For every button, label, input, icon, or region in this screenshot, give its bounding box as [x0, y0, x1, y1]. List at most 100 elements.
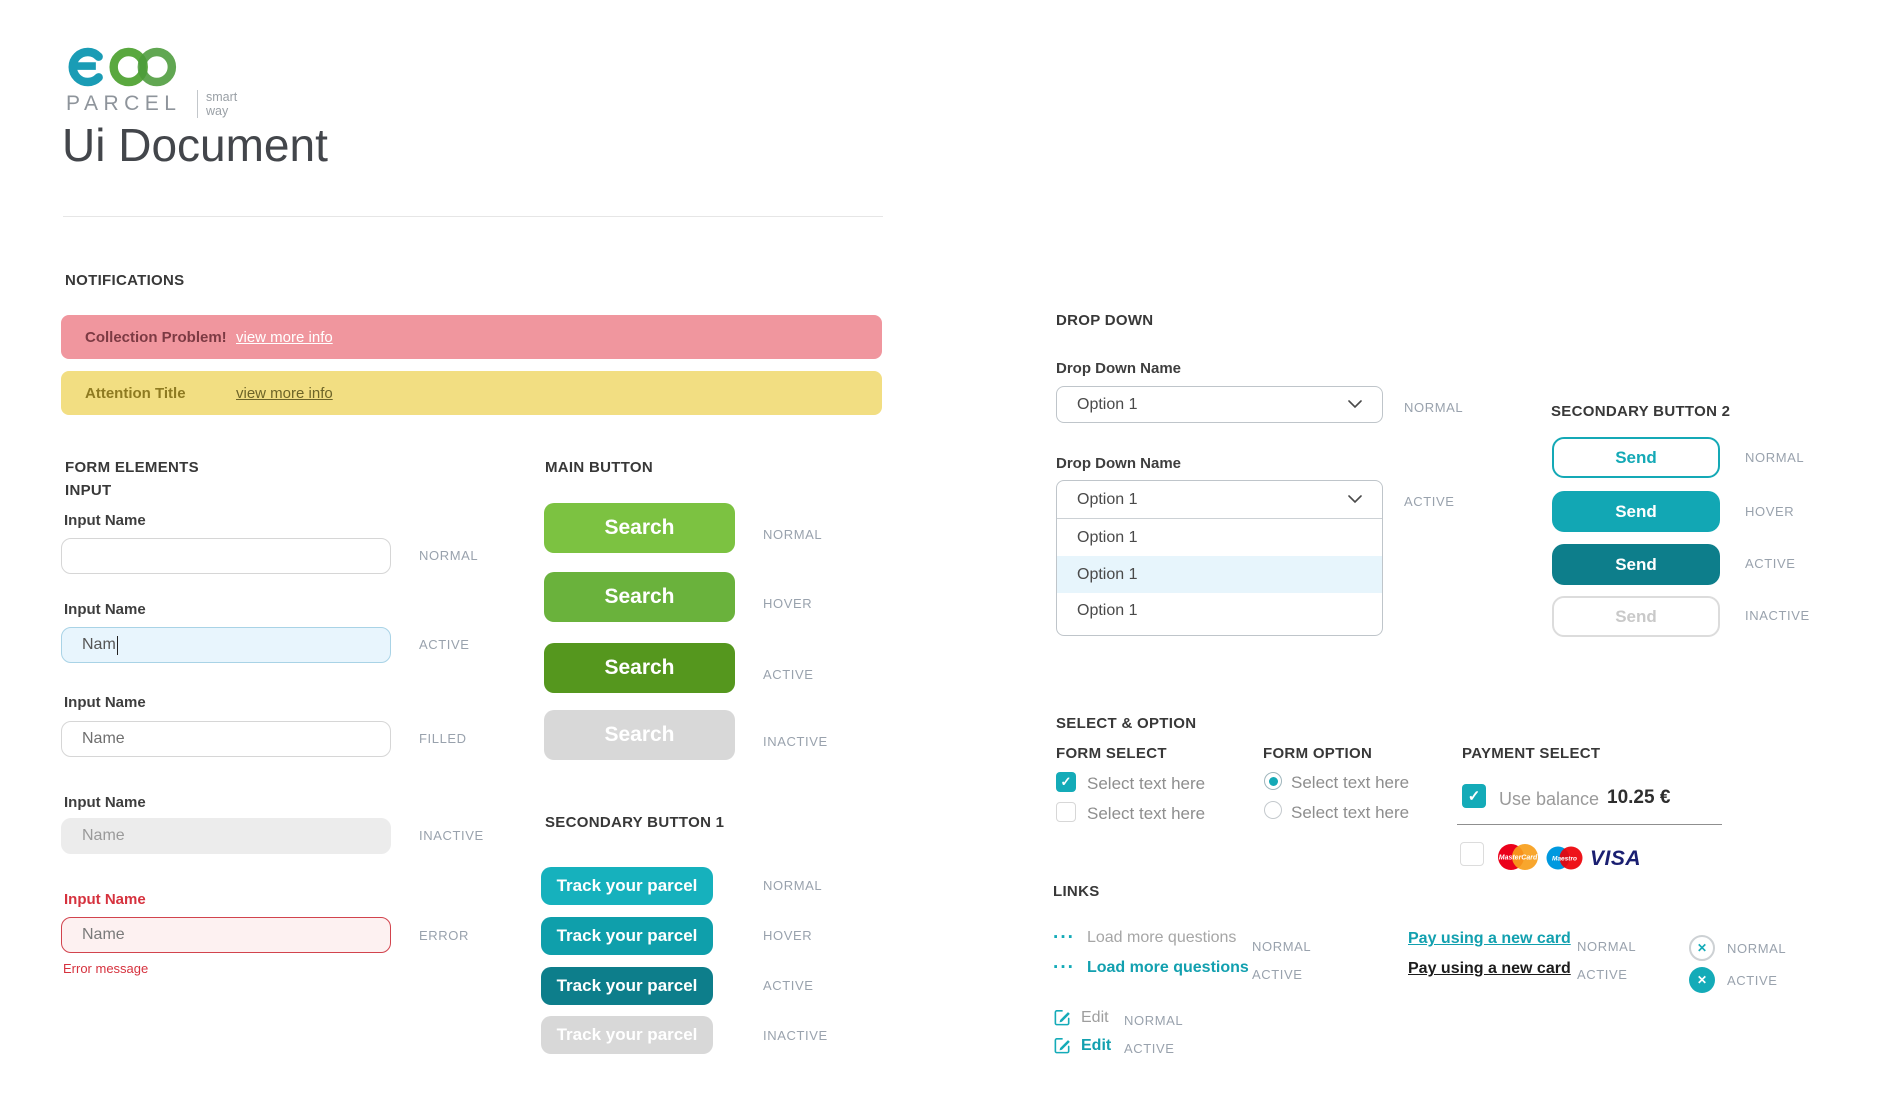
balance-amount: 10.25 €	[1607, 787, 1671, 808]
search-button-normal[interactable]: Search	[544, 503, 735, 553]
notifications-heading: NOTIFICATIONS	[65, 272, 185, 289]
logo-tagline-top: smart	[206, 90, 238, 104]
search-state-active: ACTIVE	[763, 667, 814, 682]
input-heading: INPUT	[65, 482, 112, 499]
input-active[interactable]: Nam	[61, 627, 391, 663]
search-button-active[interactable]: Search	[544, 643, 735, 693]
input-label-normal: Input Name	[64, 512, 146, 529]
form-select-heading: FORM SELECT	[1056, 745, 1167, 762]
drop-down-label-normal: Drop Down Name	[1056, 360, 1182, 377]
track-state-active: ACTIVE	[763, 978, 814, 993]
alert-error-link[interactable]: view more info	[236, 328, 333, 346]
drop-down-option-1[interactable]: Option 1	[1077, 528, 1138, 546]
load-more-link-active[interactable]: ··· Load more questions	[1053, 957, 1249, 978]
close-icon[interactable]: ✕	[1689, 935, 1715, 961]
edit-pencil-icon	[1054, 1010, 1070, 1026]
use-balance-checkbox[interactable]: ✓	[1462, 784, 1486, 808]
input-state-inactive: INACTIVE	[419, 828, 484, 843]
checkbox-checked[interactable]: ✓	[1056, 772, 1076, 792]
alert-error: Collection Problem! view more info	[61, 315, 882, 359]
input-active-value: Nam	[82, 636, 116, 653]
input-label-error: Input Name	[64, 891, 146, 908]
card-payment-checkbox[interactable]	[1460, 842, 1484, 866]
drop-down-heading: DROP DOWN	[1056, 312, 1154, 329]
alert-warning-link[interactable]: view more info	[236, 384, 333, 402]
load-more-label: Load more questions	[1086, 959, 1249, 976]
track-state-inactive: INACTIVE	[763, 1028, 828, 1043]
load-more-dots-icon: ···	[1053, 957, 1075, 978]
edit-label: Edit	[1081, 1008, 1109, 1026]
track-parcel-button-inactive: Track your parcel	[541, 1016, 713, 1054]
input-error[interactable]	[61, 917, 391, 953]
send-button-hover[interactable]: Send	[1552, 491, 1720, 532]
form-option-heading: FORM OPTION	[1263, 745, 1373, 762]
secondary-button-1-heading: SECONDARY BUTTON 1	[545, 814, 725, 831]
radio-selected[interactable]	[1264, 772, 1282, 790]
drop-down-value: Option 1	[1077, 395, 1138, 413]
input-state-filled: FILLED	[419, 731, 467, 746]
alert-warning: Attention Title view more info	[61, 371, 882, 415]
send-state-active: ACTIVE	[1745, 556, 1796, 571]
pay-new-card-link-active[interactable]: Pay using a new card	[1408, 960, 1571, 977]
form-select-label-1: Select text here	[1087, 774, 1206, 793]
form-option-label-2: Select text here	[1291, 803, 1410, 822]
select-and-option-heading: SELECT & OPTION	[1056, 715, 1197, 732]
edit-link-normal[interactable]: Edit	[1053, 1008, 1109, 1027]
input-filled[interactable]	[61, 721, 391, 757]
title-divider	[63, 216, 883, 217]
drop-down-active-value-row[interactable]: Option 1	[1057, 481, 1382, 519]
use-balance-label: Use balance	[1499, 789, 1600, 809]
form-select-label-2: Select text here	[1087, 804, 1206, 823]
pay-new-card-state-normal: NORMAL	[1577, 939, 1637, 954]
checkbox-unchecked[interactable]	[1056, 802, 1076, 822]
send-state-inactive: INACTIVE	[1745, 608, 1810, 623]
load-more-link-normal[interactable]: ··· Load more questions	[1053, 928, 1237, 947]
input-error-message: Error message	[63, 961, 149, 976]
close-x-glyph: ✕	[1696, 973, 1708, 987]
form-elements-heading: FORM ELEMENTS	[65, 459, 199, 476]
track-parcel-button-hover[interactable]: Track your parcel	[541, 917, 713, 955]
drop-down-select-normal[interactable]: Option 1	[1056, 386, 1383, 423]
logo-tagline: smart way	[206, 90, 237, 118]
track-parcel-button-active[interactable]: Track your parcel	[541, 967, 713, 1005]
mastercard-label: MasterCard	[1499, 855, 1538, 862]
edit-label: Edit	[1081, 1036, 1112, 1054]
alert-warning-title: Attention Title	[85, 384, 186, 402]
form-option-label-1: Select text here	[1291, 773, 1410, 792]
load-more-label: Load more questions	[1086, 929, 1237, 946]
close-icon-active[interactable]: ✕	[1689, 967, 1715, 993]
pay-new-card-link-normal[interactable]: Pay using a new card	[1408, 930, 1571, 947]
alert-error-title: Collection Problem!	[85, 328, 227, 346]
drop-down-option-3[interactable]: Option 1	[1077, 602, 1138, 619]
chevron-down-icon	[1348, 495, 1362, 504]
send-button-active[interactable]: Send	[1552, 544, 1720, 585]
input-label-active: Input Name	[64, 601, 146, 618]
eco-parcel-logo-icon	[68, 47, 177, 87]
track-parcel-button-normal[interactable]: Track your parcel	[541, 867, 713, 905]
input-normal[interactable]	[61, 538, 391, 574]
drop-down-state-normal: NORMAL	[1404, 400, 1464, 415]
send-state-normal: NORMAL	[1745, 450, 1805, 465]
mastercard-icon: MasterCard	[1498, 844, 1538, 870]
radio-unselected[interactable]	[1264, 801, 1282, 819]
send-button-normal[interactable]: Send	[1552, 437, 1720, 478]
close-x-glyph: ✕	[1696, 941, 1708, 955]
edit-state-active: ACTIVE	[1124, 1041, 1175, 1056]
search-button-inactive: Search	[544, 710, 735, 760]
input-state-normal: NORMAL	[419, 548, 479, 563]
maestro-label: Maestro	[1552, 856, 1577, 863]
visa-icon: VISA	[1590, 847, 1642, 870]
input-label-filled: Input Name	[64, 694, 146, 711]
search-button-hover[interactable]: Search	[544, 572, 735, 622]
check-icon: ✓	[1467, 788, 1481, 805]
track-state-hover: HOVER	[763, 928, 813, 943]
close-state-active: ACTIVE	[1727, 973, 1778, 988]
load-more-state-normal: NORMAL	[1252, 939, 1312, 954]
close-state-normal: NORMAL	[1727, 941, 1787, 956]
payment-select-heading: PAYMENT SELECT	[1462, 745, 1601, 762]
edit-link-active[interactable]: Edit	[1053, 1036, 1111, 1055]
drop-down-option-2[interactable]: Option 1	[1057, 556, 1382, 593]
chevron-down-icon	[1348, 400, 1362, 409]
links-heading: LINKS	[1053, 883, 1100, 900]
